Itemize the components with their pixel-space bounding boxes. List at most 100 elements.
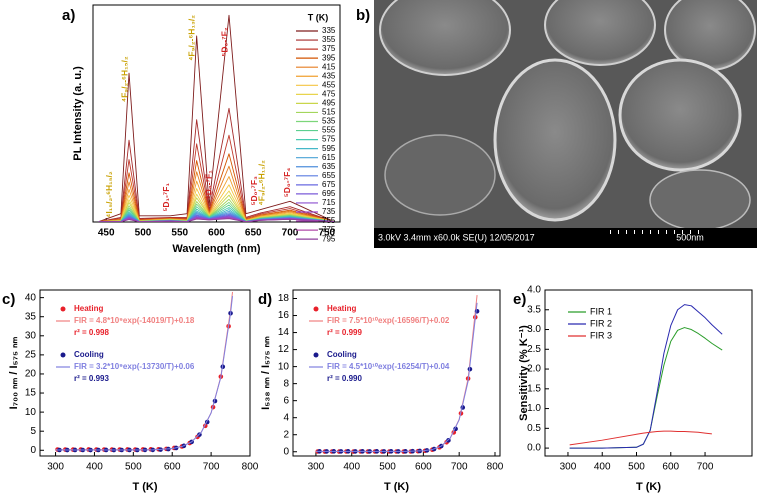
legend-label: 615 (322, 153, 336, 162)
legend-label: 495 (322, 99, 336, 108)
fit-r2: r² = 0.993 (74, 374, 109, 383)
x-tick-label: 300 (308, 462, 325, 473)
y-axis-label: Sensitivity (% K⁻¹) (518, 325, 530, 421)
legend-label: 455 (322, 80, 336, 89)
peak-annotation: ⁵D₀-⁷F₁ (203, 170, 213, 199)
scale-label: 500nm (676, 232, 704, 242)
grain (544, 0, 656, 66)
x-tick-label: 700 (451, 462, 468, 473)
y-tick-label: 25 (25, 350, 37, 361)
plot-frame (39, 289, 251, 457)
legend-label: 635 (322, 162, 336, 171)
data-line (55, 296, 233, 451)
legend-label: Heating (327, 304, 356, 313)
x-tick-label: 400 (594, 462, 611, 473)
plot-area (315, 295, 480, 454)
y-tick-label: 12 (278, 344, 290, 355)
y-tick-label: 1.0 (527, 403, 541, 414)
y-axis-label: I₅₃₈ ₙₘ / I₅₇₅ ₙₘ (260, 336, 272, 410)
grain (379, 0, 511, 76)
y-tick-label: 2.0 (527, 364, 541, 375)
panel-label: d) (258, 291, 272, 308)
x-tick-label: 300 (560, 462, 577, 473)
x-tick-label: 650 (245, 228, 262, 239)
x-tick-label: 600 (415, 462, 432, 473)
data-line (98, 153, 335, 222)
legend-label: 355 (322, 35, 336, 44)
x-axis-label: T (K) (384, 481, 409, 493)
grain (618, 58, 742, 172)
x-tick-label: 400 (86, 462, 103, 473)
y-tick-label: 1.5 (527, 383, 541, 394)
x-tick-label: 700 (282, 228, 299, 239)
y-tick-label: 4 (283, 412, 289, 423)
legend-label: FIR = 4.5*10¹⁰exp(-16254/T)+0.04 (327, 362, 450, 371)
legend-label: 715 (322, 198, 336, 207)
plot-area (569, 304, 723, 449)
y-tick-label: 3.5 (527, 304, 541, 315)
peak-annotation: ⁴F₉/₂-⁶H₁₅/₂ (120, 56, 130, 102)
legend-label: 775 (322, 225, 336, 234)
peak-annotation: ⁵D₀-⁷F₃ (249, 176, 259, 205)
sem-image: 3.0kV 3.4mm x60.0k SE(U) 12/05/2017 500n… (374, 0, 757, 248)
plot-area (55, 291, 233, 453)
panel-label: b) (356, 7, 370, 24)
data-line (98, 14, 335, 222)
plot-frame (292, 289, 501, 457)
legend-label: 735 (322, 207, 336, 216)
grain (649, 169, 751, 231)
peak-annotation: ⁴F₉/₂-⁶H₁₁/₂ (256, 160, 266, 206)
x-tick-label: 800 (242, 462, 259, 473)
x-tick-label: 750 (318, 228, 335, 239)
y-axis-label: I₇₀₀ ₙₘ / I₅₇₅ ₙₘ (8, 337, 20, 410)
x-tick-label: 700 (203, 462, 220, 473)
x-tick-label: 400 (343, 462, 360, 473)
x-tick-label: 600 (164, 462, 181, 473)
grain (384, 134, 496, 216)
x-tick-label: 800 (487, 462, 504, 473)
y-tick-label: 10 (25, 407, 37, 418)
grain (493, 58, 617, 222)
panel-label: a) (62, 7, 75, 24)
y-tick-label: 2.5 (527, 344, 541, 355)
legend-label: 595 (322, 144, 336, 153)
legend-title: T (K) (308, 12, 329, 22)
x-tick-label: 500 (628, 462, 645, 473)
fit-r2: r² = 0.990 (327, 374, 362, 383)
legend-label: 655 (322, 171, 336, 180)
peak-annotation: ⁴I₁₅/₂-⁶H₁₅/₂ (104, 171, 114, 218)
info-bar (374, 228, 757, 248)
legend-label: 375 (322, 44, 336, 53)
legend-marker (313, 306, 319, 312)
y-tick-label: 40 (25, 292, 37, 303)
legend-label: 795 (322, 234, 336, 243)
y-tick-label: 10 (278, 361, 290, 372)
legend-label: 395 (322, 53, 336, 62)
y-tick-label: 18 (278, 293, 290, 304)
fit-r2: r² = 0.998 (74, 328, 109, 337)
x-tick-label: 450 (98, 228, 115, 239)
y-tick-label: 4.0 (527, 285, 541, 296)
data-line (569, 430, 712, 446)
peak-annotation: ⁴F₉/₂-⁶H₁₃/₂ (186, 15, 196, 61)
x-tick-label: 500 (379, 462, 396, 473)
legend-label: 415 (322, 62, 336, 71)
panel-label: c) (2, 291, 15, 308)
y-tick-label: 6 (283, 395, 289, 406)
y-tick-label: 5 (30, 426, 36, 437)
y-tick-label: 0 (30, 445, 36, 456)
legend-label: 515 (322, 108, 336, 117)
y-axis-label: PL Intensity (a. u.) (72, 66, 84, 161)
legend-label: 555 (322, 126, 336, 135)
legend-label: FIR = 3.2*10⁹exp(-13730/T)+0.06 (74, 362, 195, 371)
y-tick-label: 0.0 (527, 443, 541, 454)
data-line (98, 134, 335, 222)
x-tick-label: 500 (135, 228, 152, 239)
data-line (98, 218, 335, 222)
y-tick-label: 14 (278, 327, 290, 338)
legend-marker (60, 306, 66, 312)
data-line (98, 165, 335, 222)
sem-info: 3.0kV 3.4mm x60.0k SE(U) 12/05/2017 (378, 232, 535, 242)
plot-area (98, 14, 335, 222)
x-tick-label: 600 (208, 228, 225, 239)
